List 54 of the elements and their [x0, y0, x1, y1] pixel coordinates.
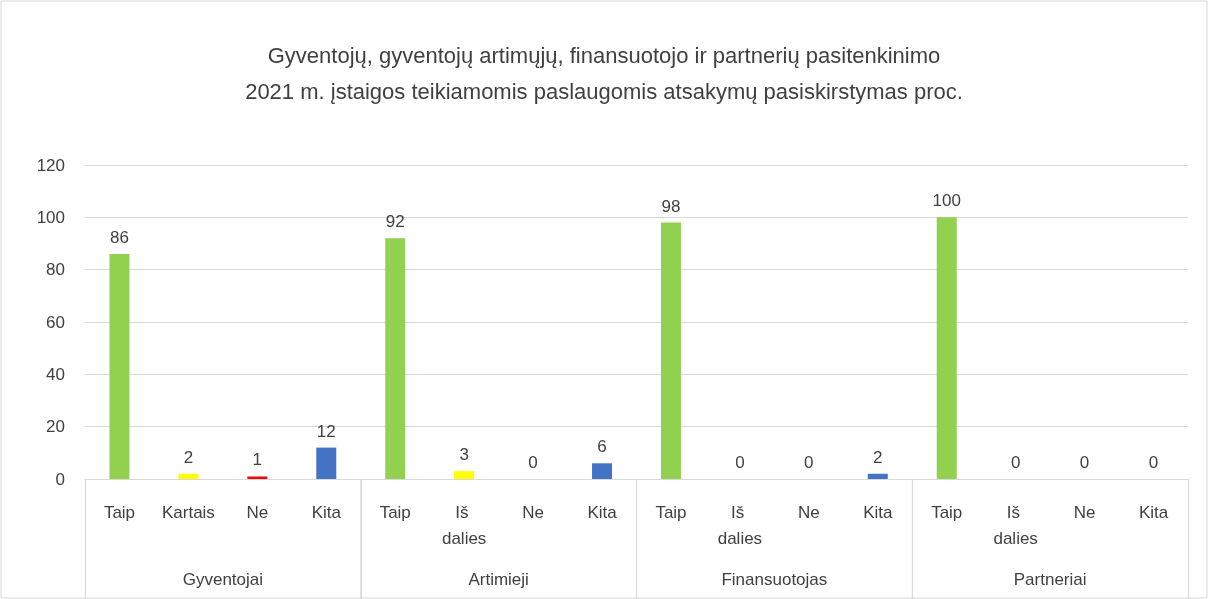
data-label: 2	[873, 447, 883, 467]
bar	[178, 473, 199, 479]
data-label: 100	[932, 191, 961, 211]
bar	[385, 238, 406, 479]
x-tick-label: Kita	[863, 502, 893, 522]
bar	[660, 222, 681, 479]
x-tick-label: Taip	[379, 502, 411, 522]
bar	[867, 473, 888, 479]
data-label: 98	[661, 196, 681, 216]
bar	[247, 476, 268, 479]
data-label: 0	[1010, 453, 1021, 472]
y-tick-label: 60	[46, 312, 65, 332]
data-label: 1	[252, 450, 263, 470]
data-label: 86	[110, 227, 129, 247]
bar	[316, 447, 337, 479]
y-tick-label: 120	[36, 155, 65, 175]
x-tick-label: Kita	[311, 502, 342, 522]
bar	[592, 463, 613, 479]
x-tick-label: Ne	[246, 502, 269, 522]
x-tick-label: Ne	[522, 502, 544, 522]
data-label: 0	[735, 453, 745, 472]
x-tick-label: Iš dalies	[993, 502, 1038, 548]
y-tick-label: 40	[46, 364, 65, 384]
data-label: 12	[316, 421, 336, 441]
x-tick-label: Iš dalies	[717, 502, 763, 548]
text: Artimieji	[468, 569, 529, 589]
text: Gyventojai	[182, 569, 264, 589]
y-tick-label: 80	[46, 260, 65, 280]
data-label: 0	[1079, 453, 1090, 472]
x-tick-label: Ne	[797, 502, 820, 522]
x-tick-label: Kita	[587, 502, 618, 522]
data-label: 92	[385, 212, 405, 232]
y-tick-label: 0	[55, 469, 65, 489]
x-tick-label: Kita	[1138, 502, 1169, 522]
y-tick-label: 100	[36, 207, 65, 227]
bar	[109, 253, 130, 479]
x-tick-label: Kartais	[161, 502, 215, 522]
x-tick-label: Taip	[931, 502, 963, 522]
x-tick-label: Ne	[1073, 502, 1096, 522]
x-tick-label: Iš dalies	[441, 502, 487, 548]
x-tick-label: Taip	[655, 502, 687, 522]
data-label: 6	[597, 437, 607, 457]
data-label: 0	[804, 453, 814, 472]
chart-title: Gyventojų, gyventojų artimųjų, finansuotojo ir partnerių pasitenkinimo 2021 m. įstaigos teikiamomis paslaugomis atsakymų pasiskirstymas proc.	[245, 42, 963, 104]
y-tick-label: 20	[46, 417, 65, 437]
data-label: 0	[1148, 453, 1159, 472]
bar	[454, 471, 475, 479]
data-label: 2	[183, 447, 194, 467]
x-tick-label: Taip	[103, 502, 136, 522]
data-label: 3	[459, 445, 469, 465]
text: Finansuotojas	[721, 569, 828, 589]
bar	[936, 217, 957, 479]
data-label: 0	[528, 453, 538, 472]
text: Partneriai	[1013, 569, 1087, 589]
